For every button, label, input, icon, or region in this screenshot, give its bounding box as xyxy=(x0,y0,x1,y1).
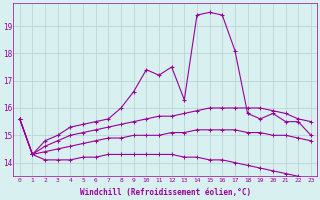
X-axis label: Windchill (Refroidissement éolien,°C): Windchill (Refroidissement éolien,°C) xyxy=(80,188,251,197)
